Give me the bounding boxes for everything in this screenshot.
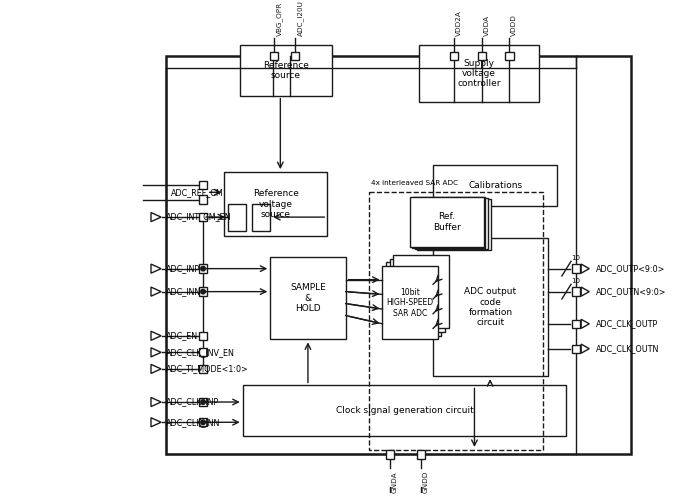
Bar	[505, 52, 514, 60]
Bar	[386, 262, 441, 336]
Text: Calibrations: Calibrations	[468, 181, 522, 190]
Bar	[477, 52, 486, 60]
Bar	[433, 165, 557, 206]
Polygon shape	[151, 417, 161, 427]
Bar	[252, 204, 270, 231]
Bar	[414, 198, 489, 249]
Text: ADC_EN: ADC_EN	[167, 331, 198, 340]
Text: SAMPLE
&
HOLD: SAMPLE & HOLD	[290, 283, 326, 313]
Text: ADC output
code
formation
circuit: ADC output code formation circuit	[465, 287, 517, 328]
Text: ADC_INP: ADC_INP	[167, 264, 200, 273]
Bar	[369, 192, 543, 450]
Text: Ref.
Buffer: Ref. Buffer	[433, 213, 461, 232]
Text: VDDA: VDDA	[484, 15, 490, 36]
Text: GNDA: GNDA	[392, 471, 398, 493]
Bar	[571, 264, 580, 273]
Bar	[412, 197, 486, 248]
Bar	[390, 258, 445, 332]
Bar	[243, 386, 566, 436]
Polygon shape	[151, 398, 161, 407]
Bar	[571, 287, 580, 296]
Text: ADC_OUTN<9:0>: ADC_OUTN<9:0>	[596, 287, 666, 296]
Bar	[417, 199, 491, 249]
Text: GNDD: GNDD	[423, 471, 429, 494]
Bar	[224, 172, 328, 237]
Bar	[199, 181, 207, 189]
Bar	[410, 197, 484, 248]
Bar	[450, 52, 459, 60]
Bar	[382, 266, 438, 339]
Polygon shape	[581, 264, 589, 273]
Text: ADC_INN: ADC_INN	[167, 287, 202, 296]
Text: VDDD: VDDD	[511, 14, 517, 36]
Bar	[571, 320, 580, 328]
Bar	[167, 56, 631, 454]
Circle shape	[201, 400, 205, 405]
Bar	[199, 398, 207, 406]
Bar	[199, 418, 207, 426]
Text: ADC_CLK_INP: ADC_CLK_INP	[167, 398, 220, 407]
Text: 4x interleaved SAR ADC: 4x interleaved SAR ADC	[372, 180, 459, 186]
Text: Reference
voltage
source: Reference voltage source	[253, 189, 299, 219]
Bar	[199, 365, 207, 373]
Bar	[393, 255, 449, 329]
Circle shape	[201, 289, 205, 294]
Bar	[419, 45, 539, 102]
Bar	[270, 52, 278, 60]
Polygon shape	[151, 264, 161, 273]
Text: VDD2A: VDD2A	[456, 10, 462, 36]
Text: ADC_REF_CM: ADC_REF_CM	[171, 188, 223, 197]
Text: ADC_OUTP<9:0>: ADC_OUTP<9:0>	[596, 264, 665, 273]
Text: 10bit
HIGH-SPEED
SAR ADC: 10bit HIGH-SPEED SAR ADC	[386, 288, 433, 318]
Text: ADC_INT_CM_EN: ADC_INT_CM_EN	[167, 213, 232, 222]
Bar	[199, 213, 207, 221]
Polygon shape	[151, 348, 161, 357]
Circle shape	[201, 266, 205, 271]
Polygon shape	[151, 364, 161, 373]
Text: 10: 10	[571, 255, 580, 261]
Bar	[270, 256, 346, 339]
Bar	[199, 331, 207, 340]
Polygon shape	[581, 319, 589, 329]
Bar	[433, 238, 548, 376]
Text: 10: 10	[571, 278, 580, 284]
Polygon shape	[151, 287, 161, 296]
Polygon shape	[581, 287, 589, 296]
Bar	[199, 348, 207, 356]
Bar	[240, 45, 332, 96]
Bar	[571, 344, 580, 353]
Bar	[199, 195, 207, 204]
Circle shape	[201, 420, 205, 424]
Polygon shape	[151, 331, 161, 340]
Bar	[386, 450, 394, 459]
Text: Reference
source: Reference source	[263, 61, 309, 80]
Text: ADC_I20U: ADC_I20U	[297, 0, 304, 36]
Bar	[291, 52, 299, 60]
Text: Supply
voltage
controller: Supply voltage controller	[457, 59, 500, 88]
Text: ADC_CLK_INN: ADC_CLK_INN	[167, 418, 220, 427]
Polygon shape	[151, 213, 161, 222]
Bar	[417, 450, 425, 459]
Bar	[228, 204, 246, 231]
Text: ADC_CLK_OUTN: ADC_CLK_OUTN	[596, 344, 659, 353]
Text: ADC_CLK_INV_EN: ADC_CLK_INV_EN	[167, 348, 235, 357]
Polygon shape	[581, 344, 589, 353]
Text: ADC_TI_MODE<1:0>: ADC_TI_MODE<1:0>	[167, 364, 249, 373]
Bar	[199, 287, 207, 296]
Text: ADC_CLK_OUTP: ADC_CLK_OUTP	[596, 320, 658, 329]
Text: Clock signal generation circuit: Clock signal generation circuit	[336, 406, 473, 415]
Bar	[199, 264, 207, 273]
Text: VBG_OPR: VBG_OPR	[276, 2, 283, 36]
